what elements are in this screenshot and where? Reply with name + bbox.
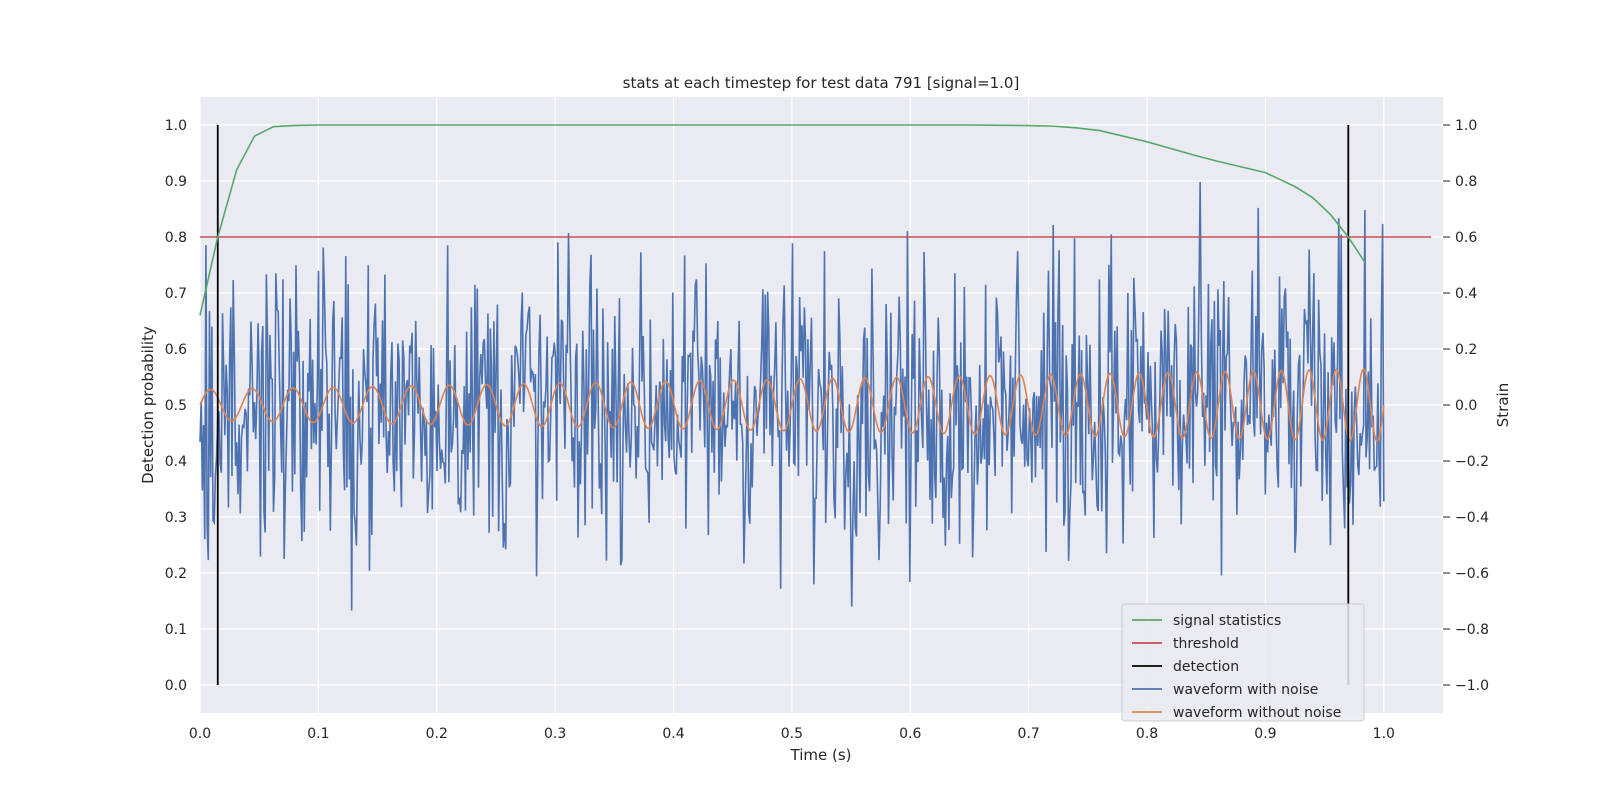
legend-label: signal statistics <box>1173 613 1281 629</box>
x-tick-label: 0.8 <box>1136 726 1158 742</box>
x-tick-label: 0.2 <box>426 726 448 742</box>
x-tick-label: 0.7 <box>1018 726 1040 742</box>
legend-label: detection <box>1173 659 1239 675</box>
y-tick-label: 0.2 <box>165 566 187 582</box>
x-tick-label: 0.4 <box>662 726 684 742</box>
y-tick-label: 0.1 <box>165 622 187 638</box>
y2-axis-label: Strain <box>1494 383 1512 427</box>
tick-labels: 0.0 0.1 0.2 0.3 0.4 0.5 0.6 0.7 0.8 0.9 1.0 0.0 0.1 0… <box>165 118 1489 742</box>
x-tick-label: 0.6 <box>899 726 921 742</box>
y-tick-label: 0.6 <box>165 342 187 358</box>
legend: signal statistics threshold detection wavef… <box>1121 603 1365 722</box>
x-axis-label: Time (s) <box>790 746 852 764</box>
x-tick-label: 0.5 <box>781 726 803 742</box>
y-tick-label: 0.8 <box>165 230 187 246</box>
x-tick-label: 0.0 <box>189 726 211 742</box>
legend-box <box>1121 603 1365 722</box>
x-tick-label: 0.9 <box>1254 726 1276 742</box>
waveform-without-noise-line <box>199 367 1385 443</box>
y-tick-label: 0.7 <box>165 286 187 302</box>
legend-label: waveform without noise <box>1173 705 1341 721</box>
y-tick-label: 0.3 <box>165 510 187 526</box>
y2-tick-label: −0.4 <box>1455 510 1489 526</box>
y2-tick-label: 0.2 <box>1455 342 1477 358</box>
waveform-with-noise-line <box>199 181 1385 611</box>
signal-statistics-line <box>199 124 1366 316</box>
y-tick-label: 0.0 <box>165 678 187 694</box>
y2-tick-label: −0.6 <box>1455 566 1489 582</box>
y2-tick-label: 0.0 <box>1455 398 1477 414</box>
y-tick-label: 0.9 <box>165 174 187 190</box>
left-axis-series <box>199 124 1432 685</box>
y-tick-label: 0.5 <box>165 398 187 414</box>
y2-tick-label: 0.6 <box>1455 230 1477 246</box>
y-tick-label: 1.0 <box>165 118 187 134</box>
x-tick-label: 0.3 <box>544 726 566 742</box>
y-axis-label: Detection probability <box>139 326 157 484</box>
x-tick-label: 0.1 <box>307 726 329 742</box>
legend-label: threshold <box>1173 636 1239 652</box>
y-tick-label: 0.4 <box>165 454 187 470</box>
x-tick-label: 1.0 <box>1373 726 1395 742</box>
chart-title: stats at each timestep for test data 791… <box>623 74 1020 92</box>
y2-tick-label: 0.8 <box>1455 174 1477 190</box>
y2-tick-label: −1.0 <box>1455 678 1489 694</box>
y2-tick-label: 1.0 <box>1455 118 1477 134</box>
legend-label: waveform with noise <box>1173 682 1318 698</box>
right-axis-series <box>199 181 1385 611</box>
y2-tick-label: −0.8 <box>1455 622 1489 638</box>
y2-tick-label: −0.2 <box>1455 454 1489 470</box>
y2-tick-label: 0.4 <box>1455 286 1477 302</box>
